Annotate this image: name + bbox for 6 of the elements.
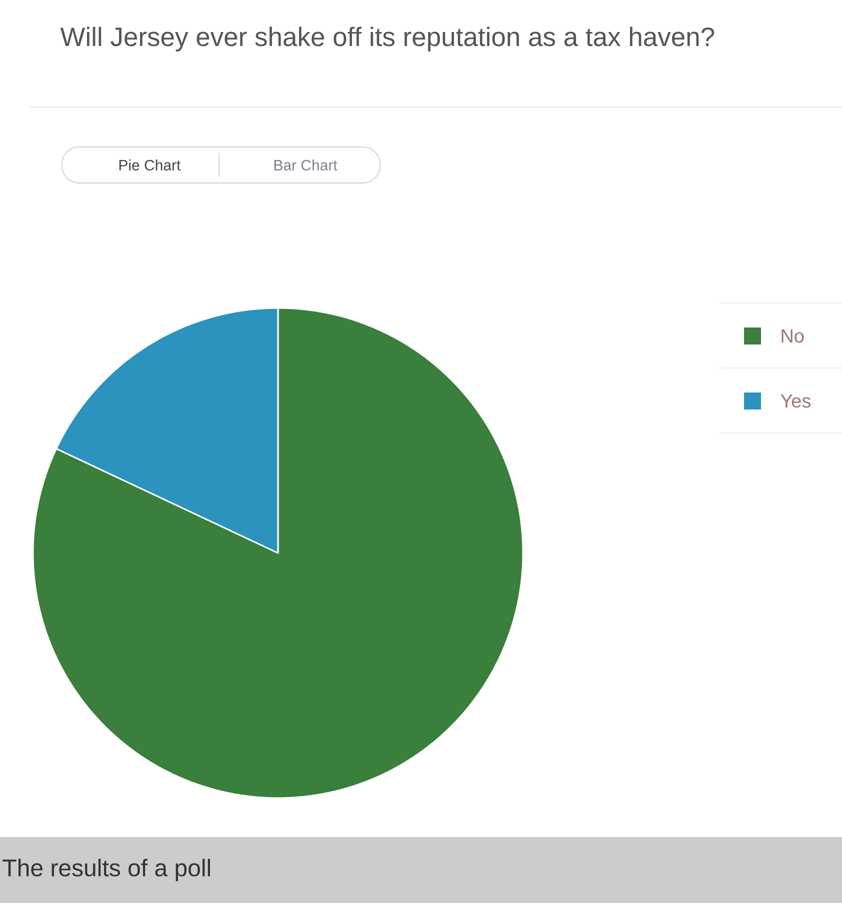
text: The results of a poll — [2, 858, 210, 882]
text: Pie Chart — [119, 159, 180, 170]
chart-title: Will Jersey ever shake off its reputation as a tax haven? — [60, 26, 714, 52]
legend-label: Yes — [780, 394, 810, 408]
text: Bar Chart — [274, 159, 338, 170]
legend-label: No — [782, 329, 804, 343]
